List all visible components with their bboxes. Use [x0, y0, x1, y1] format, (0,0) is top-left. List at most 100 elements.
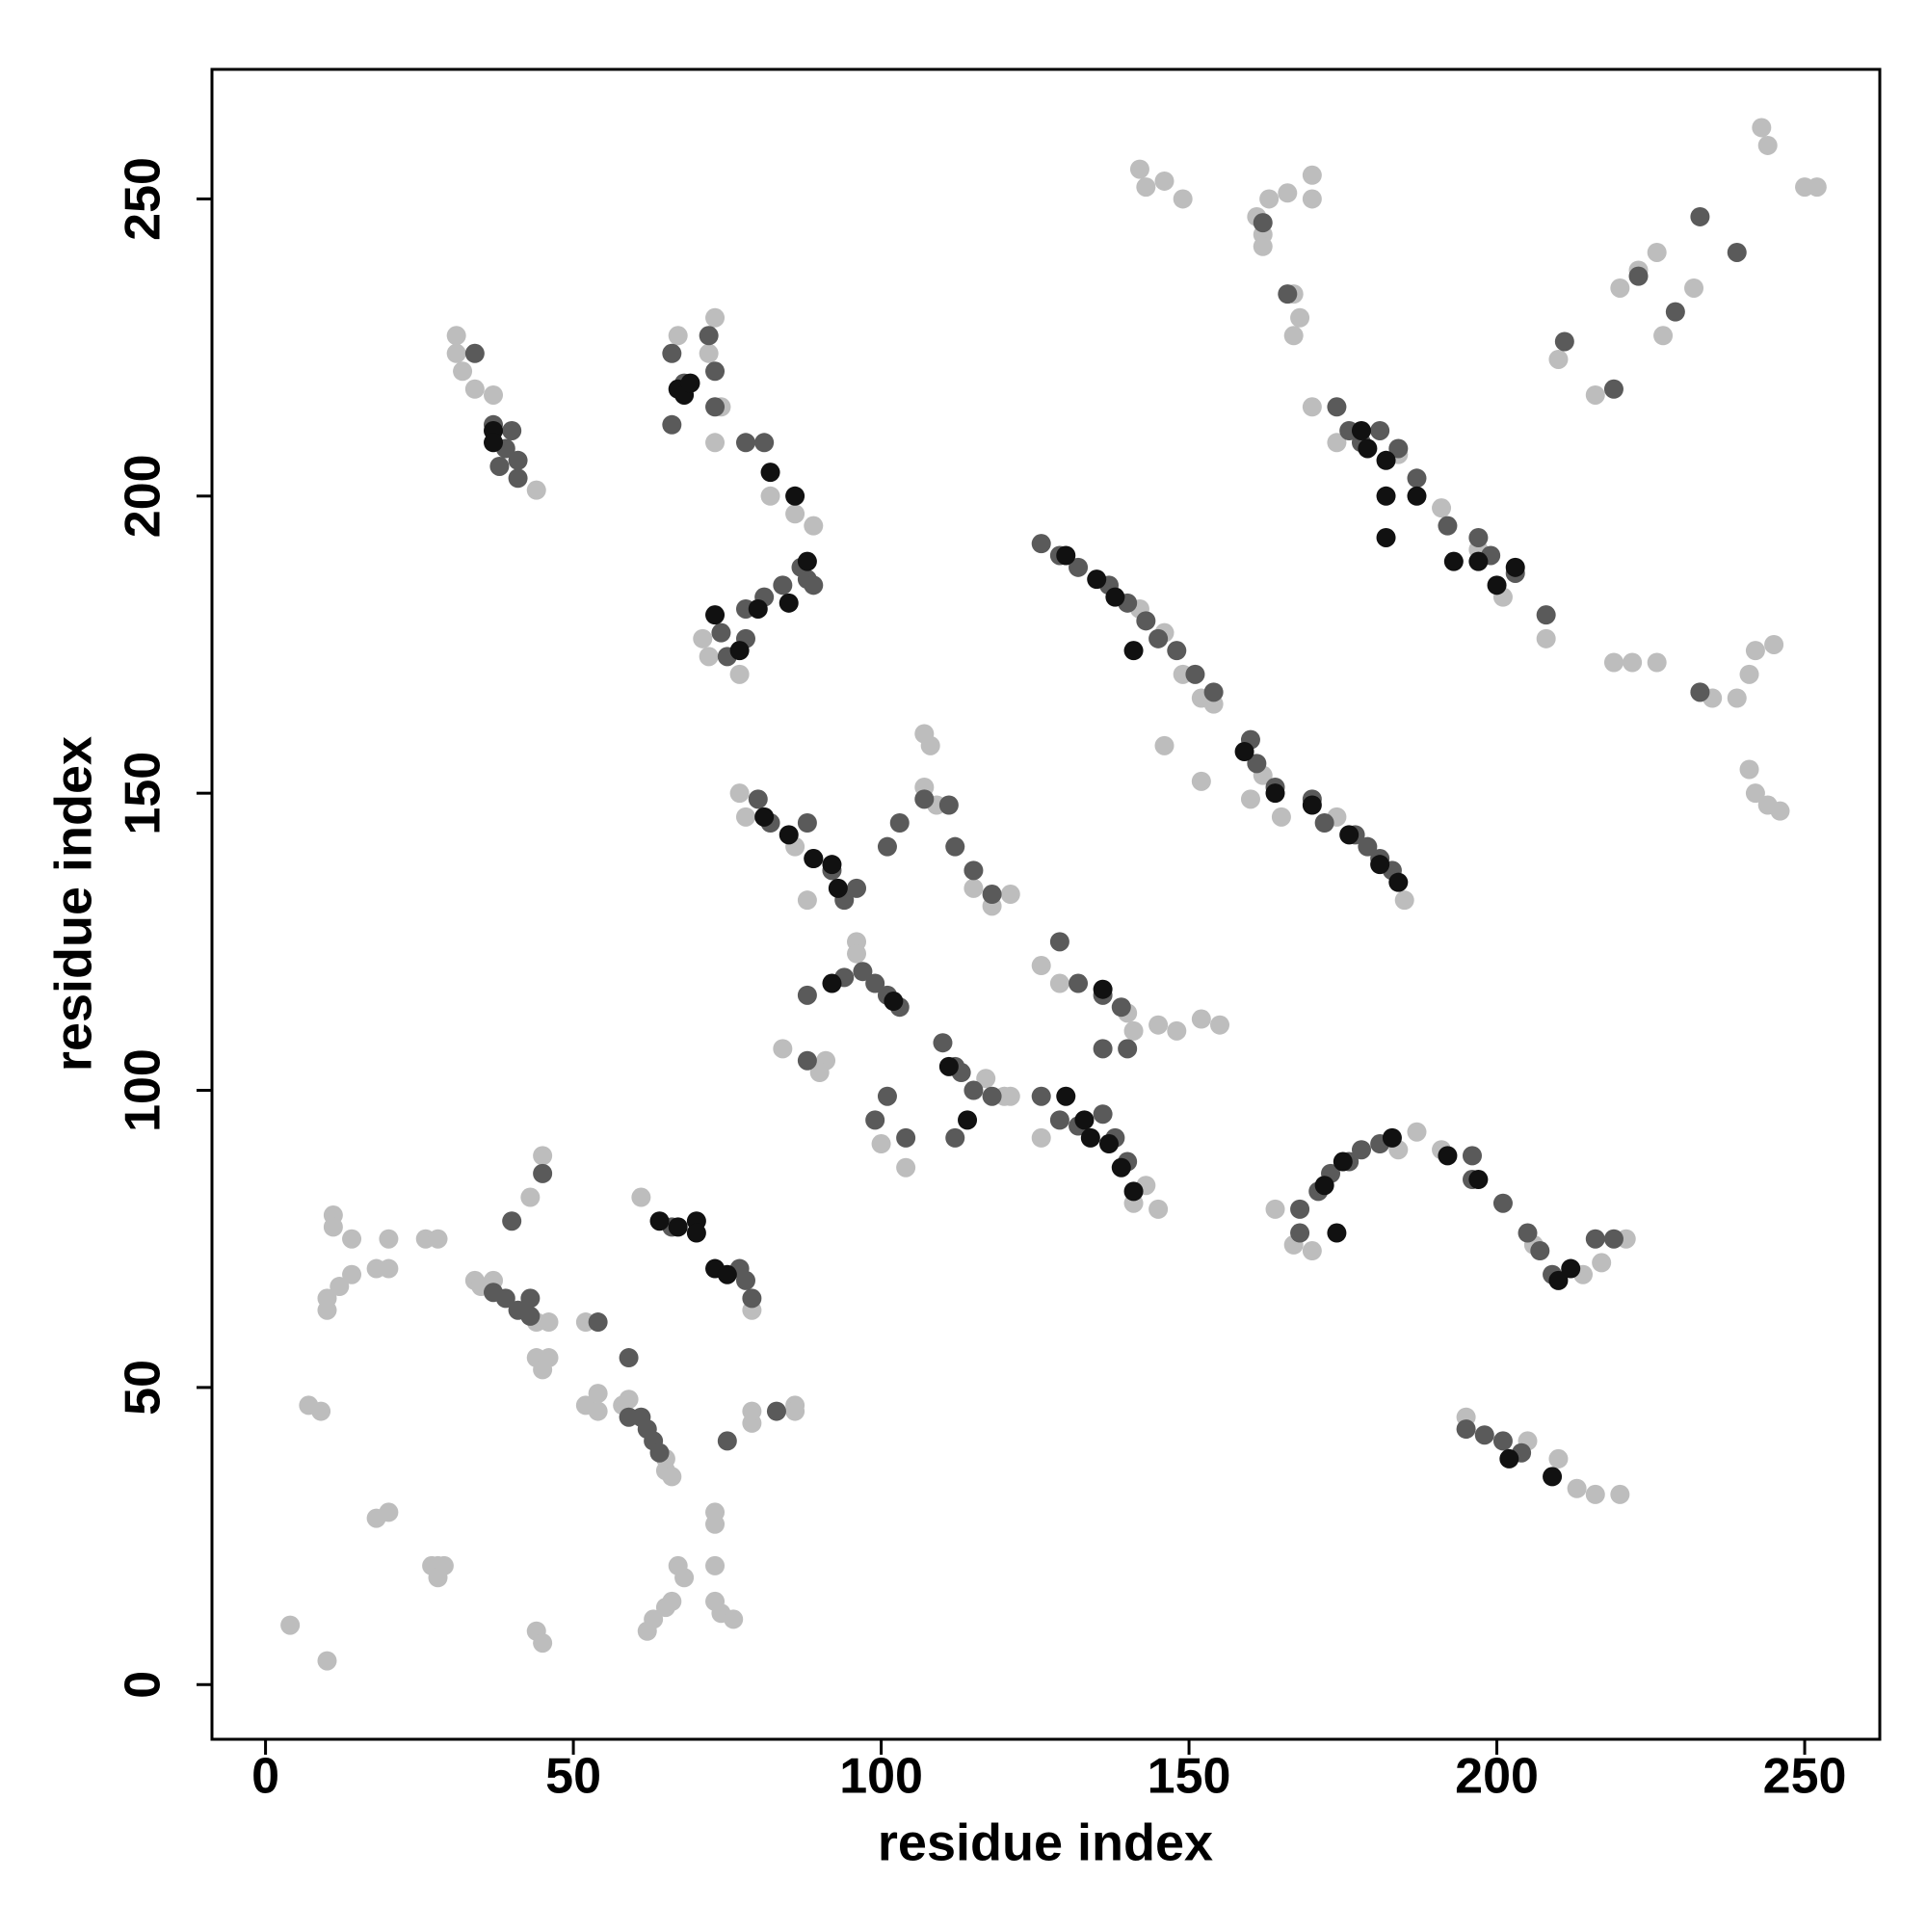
- point: [735, 807, 755, 827]
- point: [958, 1110, 978, 1130]
- point: [508, 468, 528, 489]
- point: [1173, 189, 1193, 209]
- point: [1505, 557, 1525, 577]
- point: [1456, 1419, 1476, 1440]
- point: [502, 1211, 522, 1231]
- point: [1603, 652, 1623, 673]
- point: [631, 1187, 651, 1207]
- x-tick-label: 250: [1763, 1749, 1847, 1805]
- point: [773, 575, 793, 595]
- point: [1358, 438, 1378, 459]
- point: [865, 1110, 885, 1130]
- point: [797, 551, 817, 571]
- y-tick-label: 100: [116, 1048, 172, 1132]
- point: [1536, 605, 1556, 625]
- point: [668, 1217, 688, 1237]
- point: [1253, 213, 1273, 233]
- point: [1265, 1199, 1285, 1219]
- point: [1118, 1039, 1138, 1059]
- point: [539, 1312, 559, 1333]
- point: [1585, 1484, 1605, 1504]
- point: [520, 1288, 541, 1309]
- point: [785, 486, 805, 506]
- point: [1468, 1170, 1489, 1190]
- point: [1462, 1146, 1482, 1166]
- point: [729, 641, 750, 661]
- point: [717, 1431, 737, 1451]
- point: [797, 890, 817, 911]
- point: [1031, 1127, 1051, 1148]
- point: [1690, 682, 1710, 702]
- point: [464, 343, 485, 363]
- point: [1302, 795, 1322, 815]
- point: [1290, 307, 1310, 328]
- point: [964, 1080, 984, 1100]
- point: [920, 735, 940, 755]
- point: [1376, 486, 1396, 506]
- point: [1031, 1086, 1051, 1106]
- point: [933, 1033, 953, 1053]
- point: [1080, 1127, 1100, 1148]
- point: [1314, 813, 1334, 834]
- point: [1290, 1199, 1310, 1219]
- point: [342, 1264, 362, 1284]
- point: [1093, 1039, 1113, 1059]
- point: [508, 450, 528, 470]
- point: [1585, 1229, 1605, 1249]
- point: [1585, 384, 1605, 405]
- point: [1333, 1151, 1353, 1172]
- point: [729, 664, 750, 684]
- point: [674, 1568, 695, 1588]
- point: [982, 1086, 1002, 1106]
- point: [1105, 587, 1125, 607]
- point: [1031, 534, 1051, 554]
- point: [804, 575, 824, 595]
- point: [1610, 1484, 1630, 1504]
- point: [1610, 278, 1630, 298]
- point: [1327, 1223, 1347, 1243]
- point: [797, 985, 817, 1005]
- point: [877, 1086, 897, 1106]
- point: [1049, 973, 1069, 993]
- point: [1382, 1127, 1402, 1148]
- point: [945, 836, 965, 857]
- point: [588, 1384, 608, 1404]
- point: [1240, 789, 1260, 809]
- point: [1499, 1448, 1519, 1469]
- point: [1259, 189, 1280, 209]
- point: [717, 1264, 737, 1284]
- point: [1302, 165, 1322, 185]
- point: [1739, 664, 1759, 684]
- point: [1370, 855, 1390, 875]
- point: [705, 397, 726, 417]
- point: [754, 433, 775, 453]
- point: [280, 1615, 301, 1635]
- point: [1561, 1258, 1581, 1279]
- point: [1376, 450, 1396, 470]
- point: [914, 789, 935, 809]
- point: [889, 813, 910, 834]
- point: [1069, 973, 1089, 993]
- point: [1129, 159, 1149, 179]
- point: [1554, 331, 1574, 352]
- point: [705, 361, 726, 382]
- point: [1056, 545, 1076, 566]
- point: [379, 1502, 399, 1522]
- point: [1752, 118, 1772, 138]
- point: [1253, 236, 1273, 256]
- point: [1623, 652, 1643, 673]
- point: [1492, 1193, 1513, 1213]
- point: [1432, 498, 1452, 518]
- point: [1745, 783, 1765, 804]
- point: [699, 647, 719, 667]
- x-tick-label: 100: [839, 1749, 923, 1805]
- point: [1474, 1425, 1494, 1445]
- point: [760, 486, 780, 506]
- point: [649, 1442, 670, 1463]
- point: [428, 1568, 448, 1588]
- point: [760, 463, 780, 483]
- point: [1351, 420, 1371, 440]
- point: [662, 1467, 682, 1487]
- point: [938, 795, 959, 815]
